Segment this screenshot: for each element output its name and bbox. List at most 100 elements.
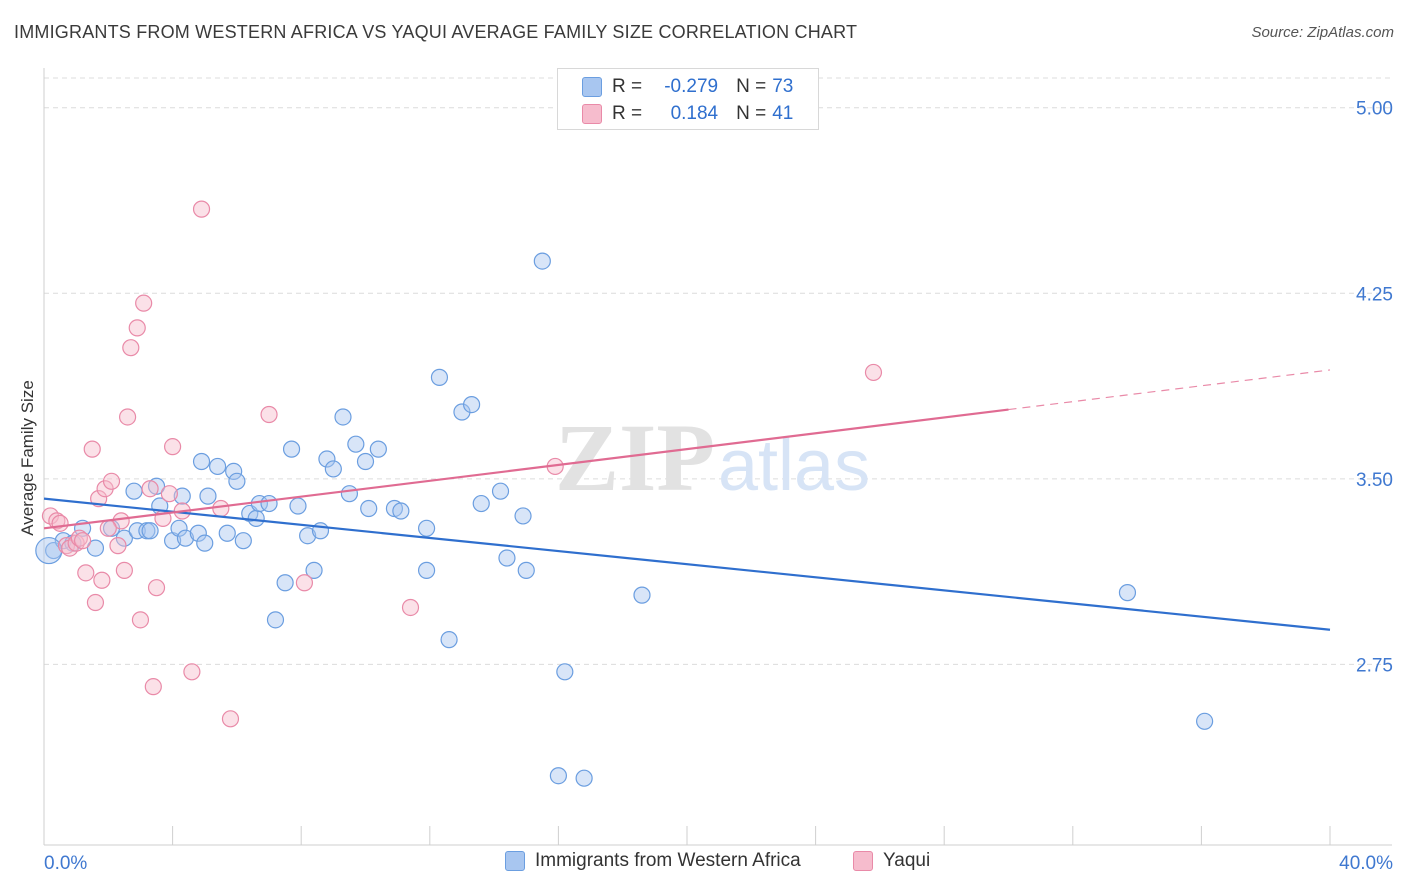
point-yaqui bbox=[99, 519, 117, 537]
point-yaqui bbox=[83, 440, 101, 458]
point-immigrants bbox=[556, 663, 574, 681]
trend-line-yaqui bbox=[43, 408, 1009, 530]
chart-source: Source: ZipAtlas.com bbox=[1251, 24, 1394, 41]
point-immigrants bbox=[266, 611, 285, 629]
point-yaqui bbox=[77, 564, 95, 582]
point-immigrants bbox=[170, 519, 188, 537]
stats-r-value: 0.184 bbox=[670, 103, 719, 124]
point-immigrants bbox=[199, 487, 217, 505]
point-immigrants bbox=[417, 561, 436, 579]
point-immigrants bbox=[360, 499, 378, 518]
chart-title: IMMIGRANTS FROM WESTERN AFRICA VS YAQUI … bbox=[14, 22, 858, 42]
axes bbox=[43, 68, 1392, 846]
legend-label-immigrants: Immigrants from Western Africa bbox=[535, 850, 801, 871]
point-yaqui bbox=[115, 561, 133, 579]
point-yaqui bbox=[864, 363, 883, 382]
stats-n-value: 73 bbox=[772, 76, 794, 97]
point-yaqui bbox=[144, 678, 162, 696]
stats-r-label: R = bbox=[612, 103, 643, 124]
point-yaqui bbox=[135, 294, 153, 312]
point-yaqui bbox=[164, 438, 182, 456]
series-yaqui-points bbox=[41, 200, 883, 728]
point-yaqui bbox=[260, 405, 278, 424]
point-immigrants bbox=[498, 549, 516, 567]
point-yaqui bbox=[221, 710, 240, 728]
point-immigrants bbox=[234, 532, 252, 550]
point-immigrants bbox=[318, 450, 336, 468]
point-yaqui bbox=[212, 499, 230, 518]
gridlines bbox=[44, 77, 1392, 665]
point-yaqui bbox=[86, 593, 105, 612]
point-immigrants bbox=[196, 534, 214, 552]
point-immigrants bbox=[35, 536, 63, 565]
stats-r-value: -0.279 bbox=[664, 76, 719, 97]
stats-legend: R = -0.279 N = 73 R = 0.184 N = 41 bbox=[557, 68, 819, 130]
point-immigrants bbox=[192, 452, 211, 471]
stats-row-yaqui: R = 0.184 N = 41 bbox=[582, 101, 793, 127]
point-immigrants bbox=[189, 524, 207, 542]
point-immigrants bbox=[282, 440, 301, 458]
point-immigrants bbox=[491, 482, 510, 500]
stats-swatch-yaqui bbox=[582, 104, 602, 124]
point-yaqui bbox=[70, 529, 88, 547]
point-immigrants bbox=[340, 485, 359, 503]
point-immigrants bbox=[430, 368, 449, 386]
stats-n-label: N = bbox=[736, 76, 767, 97]
point-immigrants bbox=[1196, 712, 1214, 730]
point-yaqui bbox=[295, 574, 314, 592]
trend-line-immigrants bbox=[43, 497, 1331, 631]
point-immigrants bbox=[1118, 584, 1137, 602]
legend-swatch-immigrants bbox=[505, 851, 525, 871]
y-tick-label: 4.25 bbox=[1356, 284, 1393, 305]
point-immigrants bbox=[575, 769, 593, 787]
x-tick-labels: 0.0% 40.0% bbox=[44, 853, 1393, 874]
legend-item-yaqui[interactable]: Yaqui bbox=[853, 850, 930, 872]
point-immigrants bbox=[218, 524, 236, 542]
watermark-zip: ZIP bbox=[555, 404, 715, 511]
series-immigrants-points bbox=[35, 252, 1214, 787]
point-yaqui bbox=[401, 598, 420, 617]
stats-row-immigrants: R = -0.279 N = 73 bbox=[582, 74, 793, 100]
watermark-atlas: atlas bbox=[718, 426, 870, 506]
point-yaqui bbox=[141, 480, 159, 498]
point-immigrants bbox=[347, 435, 365, 453]
point-immigrants bbox=[305, 561, 323, 579]
point-immigrants bbox=[369, 440, 387, 458]
point-immigrants bbox=[173, 487, 191, 505]
point-yaqui bbox=[102, 472, 121, 490]
trend-lines bbox=[43, 369, 1331, 631]
point-immigrants bbox=[392, 502, 410, 520]
stats-n-label: N = bbox=[736, 103, 767, 124]
point-immigrants bbox=[299, 527, 317, 545]
point-immigrants bbox=[209, 457, 227, 476]
legend-item-immigrants[interactable]: Immigrants from Western Africa bbox=[505, 850, 801, 872]
legend-label-yaqui: Yaqui bbox=[883, 850, 931, 871]
y-axis-title: Average Family Size bbox=[18, 380, 37, 536]
y-tick-labels: 2.75 3.50 4.25 5.00 bbox=[1356, 99, 1393, 677]
point-yaqui bbox=[48, 512, 66, 530]
point-immigrants bbox=[260, 494, 278, 513]
stats-r-label: R = bbox=[612, 76, 643, 97]
point-immigrants bbox=[176, 529, 195, 547]
point-immigrants bbox=[141, 522, 159, 540]
point-immigrants bbox=[247, 509, 265, 528]
point-yaqui bbox=[192, 200, 211, 218]
x-tick-label-max: 40.0% bbox=[1339, 853, 1393, 874]
point-yaqui bbox=[109, 537, 127, 555]
point-immigrants bbox=[324, 460, 342, 478]
point-yaqui bbox=[131, 611, 150, 629]
point-immigrants bbox=[514, 507, 532, 525]
point-yaqui bbox=[122, 339, 140, 357]
point-immigrants bbox=[86, 539, 105, 557]
point-immigrants bbox=[549, 767, 568, 785]
point-immigrants bbox=[225, 462, 243, 480]
bottom-legend: Immigrants from Western Africa Yaqui bbox=[0, 850, 1406, 880]
point-immigrants bbox=[125, 482, 143, 500]
point-yaqui bbox=[90, 490, 108, 508]
stats-swatch-immigrants bbox=[582, 77, 602, 97]
point-yaqui bbox=[118, 408, 137, 426]
point-immigrants bbox=[462, 395, 481, 414]
point-immigrants bbox=[289, 497, 307, 515]
point-immigrants bbox=[356, 452, 375, 471]
